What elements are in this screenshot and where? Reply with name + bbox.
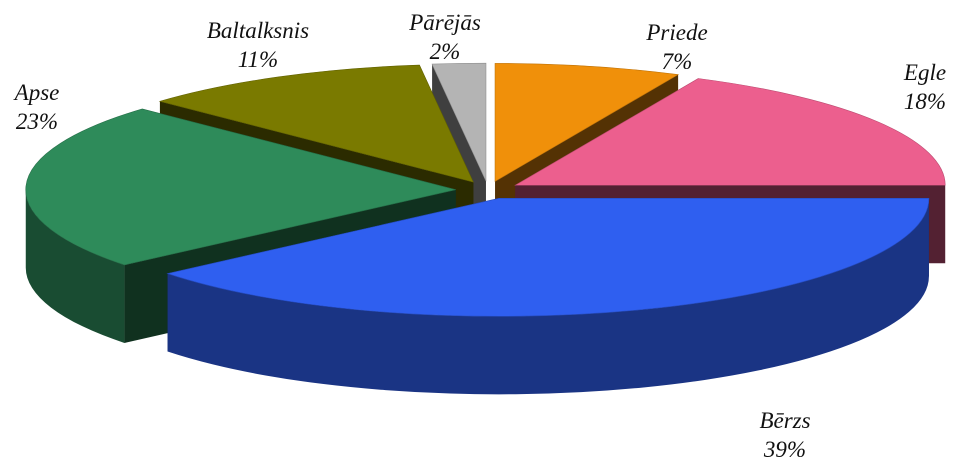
slice-rim [167, 198, 929, 395]
slice-top [494, 63, 680, 182]
slice-rim [25, 189, 125, 343]
slice-name: Pārējās [408, 10, 481, 35]
slice-percent: 7% [662, 49, 693, 74]
slice-percent: 18% [904, 89, 946, 114]
slice-name: Priede [645, 20, 707, 45]
slice [166, 198, 930, 395]
slice-name: Bērzs [759, 408, 810, 433]
slice-name: Egle [903, 60, 946, 85]
slice-top [431, 62, 487, 182]
slice-percent: 23% [16, 109, 58, 134]
slice-top [514, 78, 946, 186]
slice-percent: 39% [763, 437, 806, 459]
slice-top [25, 108, 456, 266]
slice-top [166, 198, 930, 317]
slice-percent: 2% [430, 39, 461, 64]
slice-name: Apse [13, 80, 60, 105]
slice-name: Baltalksnis [207, 18, 309, 43]
slice-percent: 11% [238, 47, 278, 72]
slice-top [158, 64, 474, 183]
